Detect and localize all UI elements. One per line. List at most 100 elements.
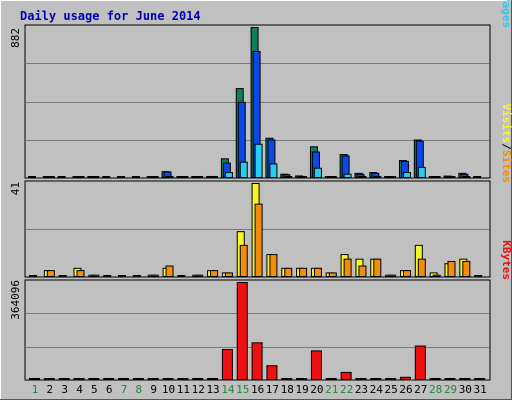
day-label: 12 — [192, 383, 205, 396]
kbytes-bar — [88, 378, 100, 380]
kbytes-bar — [429, 378, 441, 380]
hits-bar — [28, 176, 36, 178]
legend-pages: Pages — [500, 0, 512, 28]
kbytes-bar — [281, 378, 293, 380]
day-label: 26 — [399, 383, 412, 396]
kbytes-bar — [177, 378, 189, 380]
pages-bar — [224, 172, 233, 178]
pages-bar — [299, 176, 308, 178]
sites-bar — [224, 272, 233, 278]
sites-bar — [46, 270, 55, 277]
sites-bar — [343, 258, 352, 278]
day-label: 28 — [429, 383, 442, 396]
visits-bar — [118, 275, 127, 277]
sites-bar — [76, 270, 85, 277]
sites-bar — [284, 267, 293, 277]
sites-bar — [91, 274, 100, 277]
legend-kbytes: KBytes — [500, 240, 512, 280]
day-label: 3 — [61, 383, 68, 396]
hits-ymax-label: 882 — [9, 28, 22, 48]
pages-bar — [269, 163, 278, 178]
day-label: 16 — [251, 383, 264, 396]
day-label: 18 — [281, 383, 294, 396]
day-label: 8 — [136, 383, 143, 396]
kbytes-bar — [103, 378, 115, 380]
sites-bar — [165, 265, 174, 278]
sites-bar — [388, 274, 397, 277]
kbytes-bar — [340, 371, 352, 380]
pages-bar — [328, 176, 337, 178]
kbytes-bar — [132, 378, 144, 380]
hits-bar — [131, 176, 140, 178]
pages-bar — [313, 167, 322, 178]
kbytes-bar — [325, 378, 337, 380]
kbytes-bar — [414, 345, 426, 380]
pages-bar — [373, 175, 382, 178]
sites-bar — [417, 258, 426, 278]
day-label: 30 — [459, 383, 472, 396]
sites-bar — [402, 270, 411, 277]
day-label: 24 — [370, 383, 384, 396]
pages-bar — [358, 176, 367, 178]
kbytes-bar — [385, 378, 397, 380]
sites-bar — [447, 260, 456, 278]
kbytes-bar — [118, 378, 130, 380]
day-label: 4 — [76, 383, 83, 396]
kbytes-bar — [192, 378, 204, 380]
legend-hits-files-pages: Hits/Files/Pages — [500, 0, 512, 28]
visits-bar — [58, 275, 67, 277]
day-label: 11 — [177, 383, 190, 396]
kbytes-bar — [221, 349, 233, 381]
day-label: 29 — [444, 383, 457, 396]
pages-bar — [343, 173, 352, 179]
pages-bar — [417, 166, 426, 179]
legend-visits: Visits — [500, 104, 512, 144]
day-label: 22 — [340, 383, 353, 396]
bars — [28, 27, 486, 381]
day-label: 6 — [106, 383, 113, 396]
sites-bar — [210, 270, 219, 277]
chart-title: Daily usage for June 2014 — [20, 9, 201, 23]
hits-bar — [473, 176, 482, 178]
kbytes-bar — [444, 378, 456, 380]
pages-bar — [402, 172, 411, 178]
day-label: 9 — [150, 383, 157, 396]
kbytes-bar — [355, 378, 367, 380]
day-label: 27 — [414, 383, 427, 396]
day-label: 13 — [206, 383, 219, 396]
kbytes-bar — [266, 365, 278, 380]
day-label: 17 — [266, 383, 279, 396]
pages-bar — [46, 176, 55, 178]
kbytes-bar — [399, 376, 411, 380]
legend-sep: / — [500, 143, 512, 150]
pages-bar — [432, 176, 441, 178]
sites-bar — [269, 254, 278, 277]
kbytes-bar — [147, 378, 159, 380]
visits-bar — [177, 275, 186, 277]
kbytes-bar — [296, 378, 308, 380]
hits-bar — [102, 176, 111, 178]
sites-bar — [432, 274, 441, 277]
kbytes-bar — [73, 378, 85, 380]
pages-bar — [210, 176, 219, 178]
legend-kbytes: KBytes — [500, 240, 512, 280]
day-label: 1 — [32, 383, 39, 396]
kbytes-bar — [58, 378, 70, 380]
pages-bar — [180, 176, 189, 178]
visits-bar — [29, 275, 37, 277]
sites-bar — [254, 203, 263, 277]
sites-bar — [462, 260, 471, 278]
pages-bar — [462, 176, 471, 178]
hits-bar — [57, 176, 66, 178]
day-label: 23 — [355, 383, 368, 396]
day-label: 10 — [162, 383, 175, 396]
sites-bar — [150, 274, 159, 277]
day-label: 19 — [295, 383, 308, 396]
day-label: 14 — [221, 383, 235, 396]
pages-bar — [165, 175, 174, 178]
day-label: 31 — [474, 383, 487, 396]
pages-bar — [195, 176, 204, 178]
visits-ymax-label: 41 — [9, 182, 22, 195]
